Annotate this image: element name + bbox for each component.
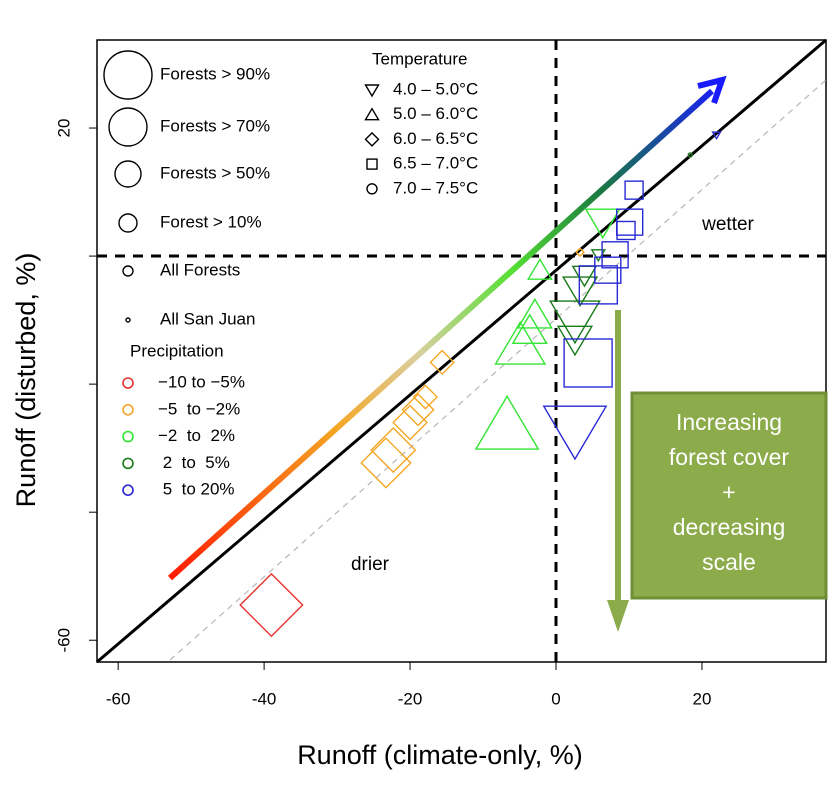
- x-tick-label: -40: [252, 689, 277, 708]
- temperature-legend-label: 6.5 – 7.0°C: [393, 154, 478, 173]
- temperature-legend-label: 4.0 – 5.0°C: [393, 79, 478, 98]
- precipitation-legend-marker: [122, 430, 134, 443]
- one-to-one-line: [96, 38, 827, 664]
- precipitation-legend-marker: [122, 484, 134, 497]
- data-point: [594, 256, 622, 284]
- data-point: [511, 313, 548, 345]
- data-point: [360, 437, 412, 489]
- scale-arrow-head: [607, 600, 629, 632]
- data-point: [556, 325, 594, 357]
- data-point: [370, 426, 417, 474]
- y-tick-label: 20: [54, 119, 73, 138]
- reference-line: [169, 79, 827, 661]
- temperature-legend-label: 6.0 – 6.5°C: [393, 129, 478, 148]
- annotation-box: [630, 391, 828, 600]
- temperature-legend-marker: [366, 183, 378, 195]
- temperature-title: Temperature: [372, 49, 467, 68]
- x-tick-label: 20: [692, 689, 711, 708]
- y-axis-title: Runoff (disturbed, %): [11, 253, 41, 508]
- data-point: [401, 393, 435, 427]
- data-point: [687, 152, 693, 158]
- precipitation-legend-marker: [122, 457, 134, 470]
- data-point: [561, 276, 599, 307]
- data-point: [711, 131, 722, 141]
- size-legend-label: Forests > 50%: [160, 163, 270, 182]
- temperature-legend-label: 5.0 – 6.0°C: [393, 104, 478, 123]
- temperature-legend-label: 7.0 – 7.5°C: [393, 178, 478, 197]
- size-legend-marker: [122, 265, 134, 277]
- temperature-legend-marker: [364, 84, 380, 98]
- size-legend-marker: [118, 213, 138, 233]
- size-legend-marker: [125, 317, 131, 323]
- size-legend-label: All Forests: [160, 260, 240, 279]
- temperature-legend-marker: [364, 107, 380, 121]
- data-point: [392, 404, 428, 441]
- data-point: [624, 180, 644, 200]
- precipitation-legend-label: −2 to 2%: [158, 426, 235, 445]
- size-legend-label: Forest > 10%: [160, 212, 262, 231]
- data-point: [429, 349, 455, 376]
- x-tick-label: -60: [106, 689, 131, 708]
- drier-label: drier: [351, 554, 390, 575]
- gradient-arrow: [167, 88, 715, 581]
- size-legend-label: All San Juan: [160, 309, 255, 328]
- data-point: [616, 208, 644, 236]
- annotation-box-text: Increasing: [676, 409, 782, 435]
- data-point: [575, 247, 585, 258]
- precipitation-legend-label: −5 to −2%: [158, 399, 240, 418]
- data-point: [474, 394, 540, 450]
- x-axis-title: Runoff (climate-only, %): [297, 740, 583, 770]
- data-point: [239, 572, 304, 638]
- precipitation-title: Precipitation: [130, 341, 224, 360]
- data-point: [616, 220, 636, 241]
- temperature-legend-marker: [366, 158, 378, 170]
- precipitation-legend-label: 5 to 20%: [158, 480, 235, 499]
- y-tick-label: -60: [54, 628, 73, 653]
- data-point: [527, 257, 553, 280]
- data-point: [412, 384, 439, 410]
- size-legend-marker: [108, 107, 148, 147]
- annotation-box-text: +: [722, 479, 735, 505]
- size-legend-marker: [114, 160, 142, 188]
- data-point: [542, 405, 608, 461]
- annotation-box-text: decreasing: [673, 514, 786, 540]
- data-point: [578, 265, 619, 305]
- x-tick-label: 0: [551, 689, 560, 708]
- gradient-arrow-head: [697, 75, 727, 104]
- size-legend-label: Forests > 70%: [160, 116, 270, 135]
- annotation-box-text: scale: [702, 549, 756, 575]
- size-legend-label: Forests > 90%: [160, 64, 270, 83]
- wetter-label: wetter: [701, 214, 754, 235]
- data-point: [516, 298, 553, 329]
- precipitation-legend-label: 2 to 5%: [158, 453, 230, 472]
- precipitation-legend-label: −10 to −5%: [158, 372, 245, 391]
- data-point: [549, 300, 601, 345]
- data-point: [601, 241, 629, 269]
- temperature-legend-marker: [364, 131, 380, 147]
- size-legend-marker: [103, 50, 153, 100]
- precipitation-legend-marker: [122, 403, 134, 416]
- plot-frame: [96, 39, 827, 663]
- annotation-box-text: forest cover: [669, 444, 789, 470]
- data-point: [563, 338, 613, 388]
- x-tick-label: -20: [398, 689, 423, 708]
- data-point: [584, 208, 621, 240]
- precipitation-legend-marker: [122, 377, 134, 389]
